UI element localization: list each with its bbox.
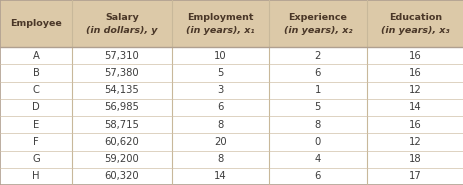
Text: Salary: Salary: [105, 13, 138, 22]
Text: 0: 0: [314, 137, 320, 147]
Text: 17: 17: [408, 171, 421, 181]
Bar: [171, 82, 269, 99]
Text: Employee: Employee: [10, 19, 62, 28]
Bar: [269, 168, 366, 185]
Text: 58,715: 58,715: [104, 120, 139, 130]
Text: 5: 5: [314, 102, 320, 112]
Text: 20: 20: [213, 137, 226, 147]
Text: 6: 6: [217, 102, 223, 112]
Text: 5: 5: [217, 68, 223, 78]
Text: (in years), x₁: (in years), x₁: [186, 26, 254, 35]
Bar: [0, 47, 72, 64]
Bar: [366, 168, 463, 185]
Text: B: B: [32, 68, 39, 78]
Text: 54,135: 54,135: [104, 85, 139, 95]
Text: 10: 10: [213, 51, 226, 61]
Text: 12: 12: [408, 85, 421, 95]
Text: 60,320: 60,320: [104, 171, 139, 181]
Bar: [171, 116, 269, 133]
Bar: [72, 133, 171, 151]
Bar: [366, 47, 463, 64]
Text: 12: 12: [408, 137, 421, 147]
Text: 18: 18: [408, 154, 421, 164]
Bar: [269, 151, 366, 168]
Text: 8: 8: [217, 154, 223, 164]
Text: 16: 16: [408, 120, 421, 130]
Text: (in years), x₂: (in years), x₂: [283, 26, 351, 35]
Text: 6: 6: [314, 171, 320, 181]
Text: E: E: [33, 120, 39, 130]
Bar: [366, 82, 463, 99]
Text: G: G: [32, 154, 40, 164]
Bar: [171, 168, 269, 185]
Text: 8: 8: [314, 120, 320, 130]
Text: 57,380: 57,380: [104, 68, 139, 78]
Bar: [269, 47, 366, 64]
Bar: [0, 64, 72, 82]
Text: 8: 8: [217, 120, 223, 130]
Bar: [269, 64, 366, 82]
Text: 16: 16: [408, 51, 421, 61]
Text: 60,620: 60,620: [104, 137, 139, 147]
Bar: [0, 133, 72, 151]
Text: A: A: [32, 51, 39, 61]
Bar: [269, 0, 366, 47]
Bar: [0, 168, 72, 185]
Bar: [366, 133, 463, 151]
Bar: [0, 151, 72, 168]
Text: 59,200: 59,200: [104, 154, 139, 164]
Text: Education: Education: [388, 13, 441, 22]
Bar: [0, 82, 72, 99]
Text: Experience: Experience: [288, 13, 346, 22]
Bar: [269, 99, 366, 116]
Bar: [269, 116, 366, 133]
Bar: [171, 133, 269, 151]
Bar: [171, 47, 269, 64]
Bar: [72, 0, 171, 47]
Bar: [72, 116, 171, 133]
Text: 16: 16: [408, 68, 421, 78]
Text: 6: 6: [314, 68, 320, 78]
Bar: [269, 82, 366, 99]
Text: 4: 4: [314, 154, 320, 164]
Text: 14: 14: [408, 102, 421, 112]
Text: Employment: Employment: [187, 13, 253, 22]
Text: 1: 1: [314, 85, 320, 95]
Bar: [171, 0, 269, 47]
Text: 57,310: 57,310: [104, 51, 139, 61]
Bar: [171, 99, 269, 116]
Text: H: H: [32, 171, 40, 181]
Bar: [72, 82, 171, 99]
Bar: [171, 64, 269, 82]
Bar: [72, 151, 171, 168]
Bar: [269, 133, 366, 151]
Text: 56,985: 56,985: [104, 102, 139, 112]
Bar: [72, 64, 171, 82]
Bar: [0, 99, 72, 116]
Bar: [366, 99, 463, 116]
Bar: [366, 0, 463, 47]
Text: 14: 14: [213, 171, 226, 181]
Text: 2: 2: [314, 51, 320, 61]
Text: D: D: [32, 102, 40, 112]
Bar: [171, 151, 269, 168]
Text: F: F: [33, 137, 39, 147]
Bar: [0, 116, 72, 133]
Text: (in years), x₃: (in years), x₃: [380, 26, 449, 35]
Text: 3: 3: [217, 85, 223, 95]
Bar: [72, 168, 171, 185]
Bar: [72, 99, 171, 116]
Bar: [72, 47, 171, 64]
Bar: [366, 151, 463, 168]
Bar: [366, 64, 463, 82]
Bar: [366, 116, 463, 133]
Bar: [0, 0, 72, 47]
Text: C: C: [32, 85, 39, 95]
Text: (in dollars), y: (in dollars), y: [86, 26, 157, 35]
